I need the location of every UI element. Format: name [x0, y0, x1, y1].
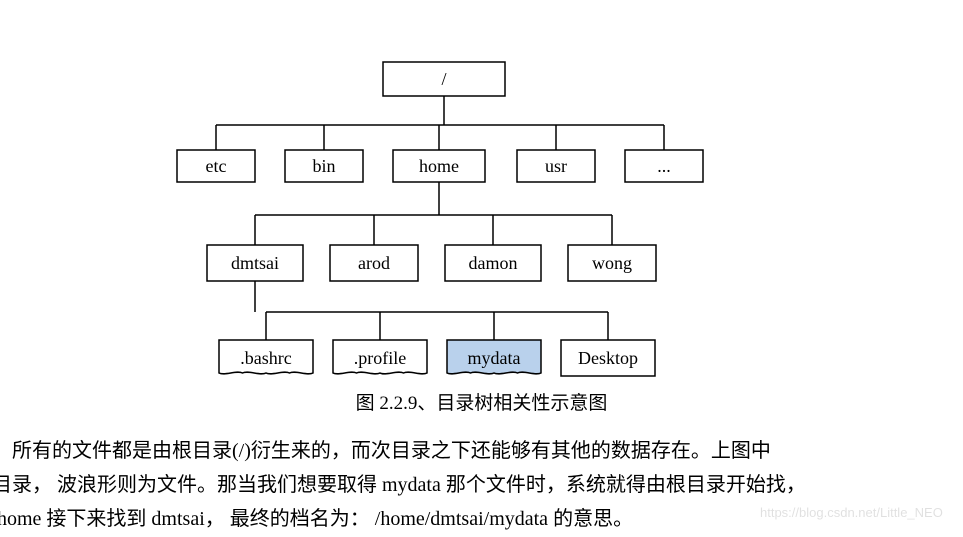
tree-node-arod: arod	[330, 245, 418, 281]
watermark-text: https://blog.csdn.net/Little_NEO	[760, 505, 943, 520]
tree-node-label: .profile	[354, 348, 406, 368]
directory-tree-diagram: / etc bin home usr... dmtsai arod damon wong .bas…	[165, 50, 725, 380]
tree-node-bin: bin	[285, 150, 363, 182]
tree-node-home: home	[393, 150, 485, 182]
tree-node-desktop: Desktop	[561, 340, 655, 376]
tree-node-mydata: mydata	[447, 340, 541, 374]
tree-node-label: arod	[358, 253, 390, 273]
tree-node-usr: usr	[517, 150, 595, 182]
body-paragraph: 示，所有的文件都是由根目录(/)衍生来的，而次目录之下还能够有其他的数据存在。上…	[0, 434, 806, 536]
tree-node-label: ...	[657, 156, 671, 176]
tree-node-label: etc	[206, 156, 227, 176]
tree-node-label: .bashrc	[240, 348, 291, 368]
paragraph-line: 到 home 接下来找到 dmtsai， 最终的档名为： /home/dmtsa…	[0, 502, 806, 536]
tree-node-label: dmtsai	[231, 253, 279, 273]
tree-node-label: wong	[592, 253, 632, 273]
tree-node-label: Desktop	[578, 348, 638, 368]
tree-node-label: bin	[312, 156, 335, 176]
tree-node-wong: wong	[568, 245, 656, 281]
tree-node-label: damon	[469, 253, 518, 273]
tree-node-label: /	[441, 69, 446, 89]
tree-node-damon: damon	[445, 245, 541, 281]
tree-node-etc: etc	[177, 150, 255, 182]
tree-node-dots: ...	[625, 150, 703, 182]
page: / etc bin home usr... dmtsai arod damon wong .bas…	[0, 0, 963, 537]
figure-caption: 图 2.2.9、目录树相关性示意图	[0, 388, 963, 415]
tree-node-dmtsai: dmtsai	[207, 245, 303, 281]
paragraph-line: 示，所有的文件都是由根目录(/)衍生来的，而次目录之下还能够有其他的数据存在。上…	[0, 434, 806, 468]
tree-node-root: /	[383, 62, 505, 96]
tree-node-label: usr	[545, 156, 567, 176]
paragraph-line: 的目录， 波浪形则为文件。那当我们想要取得 mydata 那个文件时，系统就得由…	[0, 468, 806, 502]
tree-node-label: mydata	[468, 348, 521, 368]
tree-node-label: home	[419, 156, 459, 176]
tree-node-profile: .profile	[333, 340, 427, 374]
tree-node-bashrc: .bashrc	[219, 340, 313, 374]
